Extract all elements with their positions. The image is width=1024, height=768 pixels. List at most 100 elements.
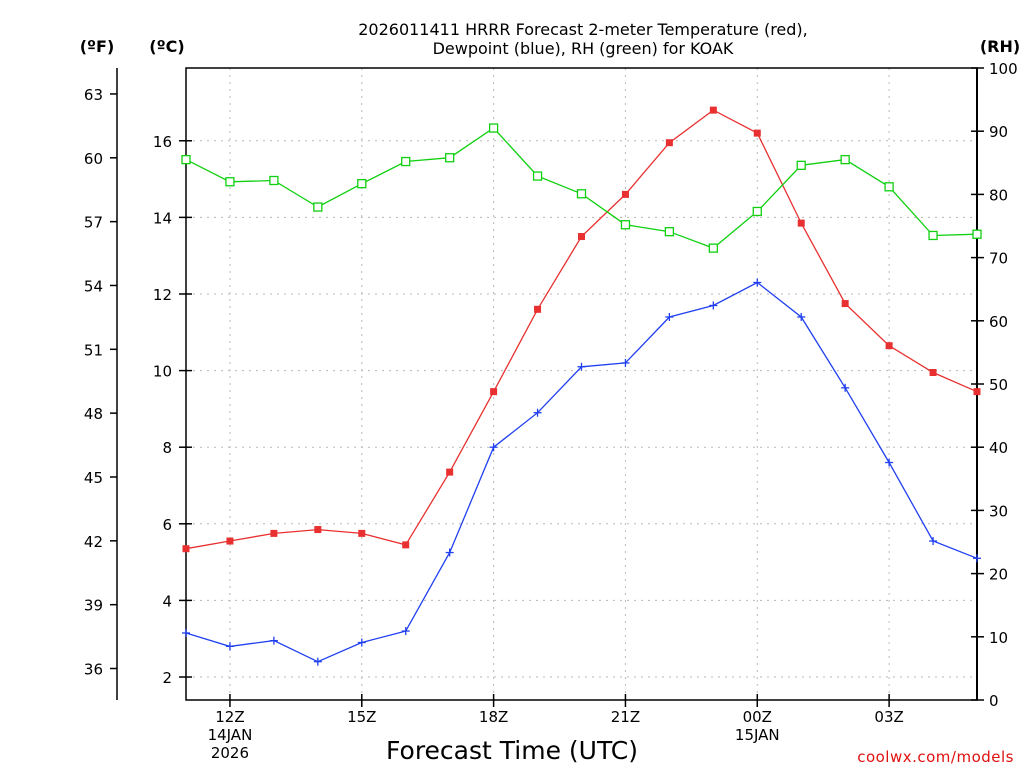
dewpoint-point-16 xyxy=(885,458,894,467)
temperature-point-15 xyxy=(841,300,849,308)
rh-point-11 xyxy=(664,227,675,237)
celsius-tick-label-10: 10 xyxy=(153,363,172,381)
fahrenheit-tick-label-57: 57 xyxy=(84,214,103,232)
temperature-point-5 xyxy=(402,541,410,549)
fahrenheit-tick-label-45: 45 xyxy=(84,469,103,487)
x-tick-label-27-0: 03Z xyxy=(874,708,903,726)
rh-point-16 xyxy=(884,182,894,192)
fahrenheit-tick-label-36: 36 xyxy=(84,661,103,679)
celsius-tick-label-6: 6 xyxy=(162,516,172,534)
rh-point-9 xyxy=(576,189,587,199)
temperature-point-2 xyxy=(270,529,278,537)
rh-point-18 xyxy=(972,229,982,239)
rh-point-5 xyxy=(401,156,411,167)
temperature-point-8 xyxy=(534,305,542,313)
dewpoint-point-14 xyxy=(797,312,806,321)
temperature-point-16 xyxy=(885,342,893,350)
temperature-point-11 xyxy=(665,139,673,147)
rh-line xyxy=(185,127,978,249)
temperature-line xyxy=(185,109,978,550)
dewpoint-point-5 xyxy=(401,627,410,636)
dewpoint-point-11 xyxy=(665,312,674,321)
rh-point-12 xyxy=(708,243,718,253)
x-tick-label-12-1: 14JAN xyxy=(208,726,253,744)
celsius-tick-label-12: 12 xyxy=(153,286,172,304)
gridlines xyxy=(186,68,977,700)
celsius-tick-label-14: 14 xyxy=(153,209,172,227)
x-tick-label-15-0: 15Z xyxy=(347,708,376,726)
dewpoint-point-15 xyxy=(841,383,850,392)
rh-tick-label-0: 0 xyxy=(989,692,999,710)
celsius-tick-label-16: 16 xyxy=(153,133,172,151)
dewpoint-point-17 xyxy=(929,537,938,546)
rh-tick-label-10: 10 xyxy=(989,629,1008,647)
rh-point-6 xyxy=(445,153,455,163)
axes: 2 4 6 8 10 12 14 16 36 39 42 45 48 51 54 57 60 63 0 10 20 30 4… xyxy=(84,60,1018,762)
temperature-point-10 xyxy=(621,190,629,198)
dewpoint-point-2 xyxy=(269,636,278,645)
fahrenheit-tick-label-63: 63 xyxy=(84,86,103,104)
x-tick-label-21-0: 21Z xyxy=(611,708,640,726)
x-axis-title: Forecast Time (UTC) xyxy=(386,736,638,765)
rh-tick-label-20: 20 xyxy=(989,566,1008,584)
chart-title-line1: 2026011411 HRRR Forecast 2-meter Tempera… xyxy=(358,20,808,39)
rh-point-0 xyxy=(181,154,191,165)
rh-point-17 xyxy=(928,230,938,241)
rh-unit-label: (RH) xyxy=(980,37,1020,56)
dewpoint-point-13 xyxy=(753,278,762,287)
temperature-point-17 xyxy=(929,369,937,377)
rh-tick-label-90: 90 xyxy=(989,123,1008,141)
fahrenheit-tick-label-51: 51 xyxy=(84,341,103,359)
x-tick-label-12-2: 2026 xyxy=(211,744,249,762)
fahrenheit-tick-label-39: 39 xyxy=(84,597,103,615)
dewpoint-point-0 xyxy=(182,628,190,637)
temperature-point-13 xyxy=(753,129,761,137)
temperature-point-12 xyxy=(709,106,717,114)
temperature-point-1 xyxy=(226,537,234,545)
dewpoint-point-4 xyxy=(357,638,366,647)
temperature-point-0 xyxy=(182,545,190,553)
rh-point-3 xyxy=(313,202,323,212)
x-tick-label-24-1: 15JAN xyxy=(735,726,780,744)
temperature-point-7 xyxy=(490,388,498,396)
rh-tick-label-30: 30 xyxy=(989,502,1008,520)
rh-point-10 xyxy=(620,220,631,230)
temperature-point-4 xyxy=(358,529,366,537)
rh-point-14 xyxy=(796,160,806,170)
rh-point-2 xyxy=(269,175,279,186)
rh-point-1 xyxy=(225,177,235,187)
temperature-point-6 xyxy=(446,468,454,476)
rh-tick-label-100: 100 xyxy=(989,60,1018,78)
temperature-point-9 xyxy=(578,233,585,241)
dewpoint-line xyxy=(185,281,978,663)
x-tick-label-12-0: 12Z xyxy=(215,708,244,726)
rh-point-13 xyxy=(752,206,762,217)
dewpoint-point-10 xyxy=(621,358,630,367)
credit-link[interactable]: coolwx.com/models xyxy=(857,748,1014,766)
rh-point-8 xyxy=(532,171,543,181)
dewpoint-point-12 xyxy=(709,301,718,310)
rh-point-7 xyxy=(488,123,499,133)
x-tick-label-24-0: 00Z xyxy=(743,708,772,726)
dewpoint-point-3 xyxy=(313,657,322,666)
temperature-point-14 xyxy=(797,219,805,227)
celsius-tick-label-8: 8 xyxy=(162,439,172,457)
chart-title-line2: Dewpoint (blue), RH (green) for KOAK xyxy=(433,39,734,58)
fahrenheit-tick-label-54: 54 xyxy=(84,277,103,295)
dewpoint-point-8 xyxy=(533,408,542,417)
fahrenheit-tick-label-42: 42 xyxy=(84,533,103,551)
celsius-tick-label-4: 4 xyxy=(162,592,172,610)
rh-tick-label-50: 50 xyxy=(989,376,1008,394)
rh-tick-label-40: 40 xyxy=(989,439,1008,457)
dewpoint-point-6 xyxy=(445,548,454,557)
celsius-tick-label-2: 2 xyxy=(162,669,172,687)
celsius-unit-label: (ºC) xyxy=(149,37,184,56)
fahrenheit-tick-label-48: 48 xyxy=(84,405,103,423)
x-tick-label-18-0: 18Z xyxy=(479,708,508,726)
rh-tick-label-60: 60 xyxy=(989,313,1008,331)
plot-frame xyxy=(185,67,978,701)
dewpoint-point-1 xyxy=(225,642,234,651)
fahrenheit-tick-label-60: 60 xyxy=(84,150,103,168)
fahrenheit-unit-label: (ºF) xyxy=(80,37,115,56)
